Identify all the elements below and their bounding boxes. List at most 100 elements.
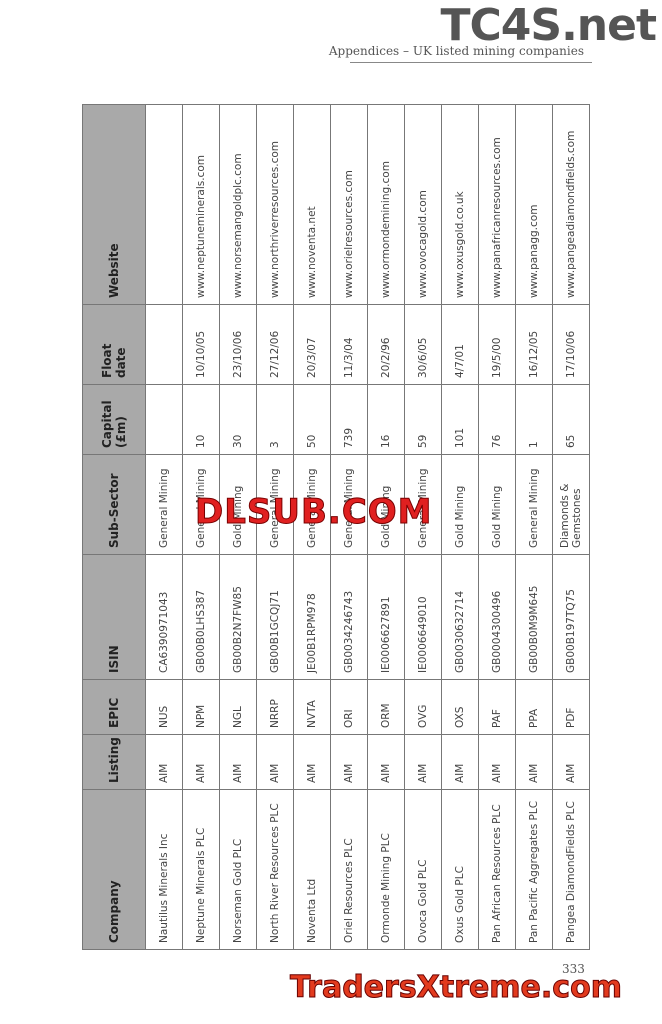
table-cell: Gold Mining bbox=[478, 454, 516, 555]
table-cell: AIM bbox=[404, 734, 442, 790]
table-cell: 739 bbox=[330, 384, 368, 455]
table-cell bbox=[145, 104, 183, 305]
table-cell: 76 bbox=[478, 384, 516, 455]
table-cell: GB00B1GCQJ71 bbox=[256, 554, 294, 680]
table-cell: Neptune Minerals PLC bbox=[182, 789, 220, 950]
table-cell: Norseman Gold PLC bbox=[219, 789, 257, 950]
table-cell: General Mining bbox=[515, 454, 553, 555]
column-header: EPIC bbox=[82, 679, 146, 735]
table-cell: OXS bbox=[441, 679, 479, 735]
table-cell: 101 bbox=[441, 384, 479, 455]
column-header: Listing bbox=[82, 734, 146, 790]
table-cell: GB0030632714 bbox=[441, 554, 479, 680]
table-cell: 50 bbox=[293, 384, 331, 455]
table-cell: General Mining bbox=[145, 454, 183, 555]
table-cell: 23/10/06 bbox=[219, 304, 257, 385]
table-cell: NPM bbox=[182, 679, 220, 735]
table-cell: GB0034246743 bbox=[330, 554, 368, 680]
table-cell: AIM bbox=[145, 734, 183, 790]
table-cell: 59 bbox=[404, 384, 442, 455]
table-cell: NGL bbox=[219, 679, 257, 735]
table-cell: NRRP bbox=[256, 679, 294, 735]
table-cell bbox=[145, 384, 183, 455]
table-cell: Ormonde Mining PLC bbox=[367, 789, 405, 950]
table-cell: 20/2/96 bbox=[367, 304, 405, 385]
table-cell: OVG bbox=[404, 679, 442, 735]
column-header: Sub-Sector bbox=[82, 454, 146, 555]
table-cell: 11/3/04 bbox=[330, 304, 368, 385]
table-cell: GB00B0M9M645 bbox=[515, 554, 553, 680]
column-header: Company bbox=[82, 789, 146, 950]
column-header: Float date bbox=[82, 304, 146, 385]
table-cell: ORM bbox=[367, 679, 405, 735]
table-cell: www.panagg.com bbox=[515, 104, 553, 305]
table-cell: NVTA bbox=[293, 679, 331, 735]
table-cell: 4/7/01 bbox=[441, 304, 479, 385]
watermark: TradersXtreme.com bbox=[290, 970, 623, 1006]
table-cell: GB0004300496 bbox=[478, 554, 516, 680]
table-cell: 30 bbox=[219, 384, 257, 455]
table-cell: 10/10/05 bbox=[182, 304, 220, 385]
table-cell: NUS bbox=[145, 679, 183, 735]
table-cell: JE00B1RPM978 bbox=[293, 554, 331, 680]
table-cell: 1 bbox=[515, 384, 553, 455]
table-cell: Nautilus Minerals Inc bbox=[145, 789, 183, 950]
table-cell: 17/10/06 bbox=[552, 304, 590, 385]
table-cell: www.norsemangoldplc.com bbox=[219, 104, 257, 305]
table-cell: Pangea DiamondFields PLC bbox=[552, 789, 590, 950]
table-row: Pan African Resources PLC AIM PAF GB0004300… bbox=[478, 104, 516, 950]
table-cell: Gold Mining bbox=[441, 454, 479, 555]
table-cell: www.ovocagold.com bbox=[404, 104, 442, 305]
table-cell: 3 bbox=[256, 384, 294, 455]
table-cell: AIM bbox=[256, 734, 294, 790]
table-cell: www.oxusgold.co.uk bbox=[441, 104, 479, 305]
table-cell: GB00B197TQ75 bbox=[552, 554, 590, 680]
table-row: Pangea DiamondFields PLC AIM PDF GB00B197TQ… bbox=[552, 104, 590, 950]
table-cell: www.noventa.net bbox=[293, 104, 331, 305]
table-cell: Noventa Ltd bbox=[293, 789, 331, 950]
column-header: Capital (£m) bbox=[82, 384, 146, 455]
table-cell: AIM bbox=[182, 734, 220, 790]
table-row: Nautilus Minerals Inc AIM NUS CA6390971043 G… bbox=[145, 104, 183, 950]
table-cell: 20/3/07 bbox=[293, 304, 331, 385]
table-cell: 65 bbox=[552, 384, 590, 455]
table-cell: PDF bbox=[552, 679, 590, 735]
table-cell: IE0006627891 bbox=[367, 554, 405, 680]
table-cell: Pan Pacific Aggregates PLC bbox=[515, 789, 553, 950]
table-cell bbox=[145, 304, 183, 385]
table-cell: AIM bbox=[552, 734, 590, 790]
watermark: TC4S.net bbox=[440, 0, 657, 51]
table-cell: North River Resources PLC bbox=[256, 789, 294, 950]
column-header: Website bbox=[82, 104, 146, 305]
table-cell: www.pangeadiamondfields.com bbox=[552, 104, 590, 305]
table-cell: AIM bbox=[219, 734, 257, 790]
table-cell: www.northriverresources.com bbox=[256, 104, 294, 305]
table-cell: IE0006649010 bbox=[404, 554, 442, 680]
header-row: Company Listing EPIC ISIN Sub-Sector Capital … bbox=[82, 104, 146, 950]
table-cell: 16 bbox=[367, 384, 405, 455]
table-row: Oxus Gold PLC AIM OXS GB0030632714 Gold Mini… bbox=[441, 104, 479, 950]
table-cell: AIM bbox=[478, 734, 516, 790]
table-row: Pan Pacific Aggregates PLC AIM PPA GB00B0M9… bbox=[515, 104, 553, 950]
table-cell: 10 bbox=[182, 384, 220, 455]
table-cell: www.ormondemining.com bbox=[367, 104, 405, 305]
table-cell: 30/6/05 bbox=[404, 304, 442, 385]
header-rule bbox=[350, 62, 592, 63]
table-cell: AIM bbox=[515, 734, 553, 790]
table-cell: Diamonds & Gemstones bbox=[552, 454, 590, 555]
table-cell: www.neptuneminerals.com bbox=[182, 104, 220, 305]
table-cell: Pan African Resources PLC bbox=[478, 789, 516, 950]
table-cell: ORI bbox=[330, 679, 368, 735]
table-cell: CA6390971043 bbox=[145, 554, 183, 680]
table-cell: Oxus Gold PLC bbox=[441, 789, 479, 950]
table-cell: AIM bbox=[367, 734, 405, 790]
table-cell: AIM bbox=[293, 734, 331, 790]
table-cell: www.orielresources.com bbox=[330, 104, 368, 305]
table-cell: 19/5/00 bbox=[478, 304, 516, 385]
table-cell: Oriel Resources PLC bbox=[330, 789, 368, 950]
table-cell: GB00B2N7FW85 bbox=[219, 554, 257, 680]
table-cell: AIM bbox=[441, 734, 479, 790]
page-number: 333 bbox=[562, 962, 585, 976]
table-cell: GB00B0LHS387 bbox=[182, 554, 220, 680]
